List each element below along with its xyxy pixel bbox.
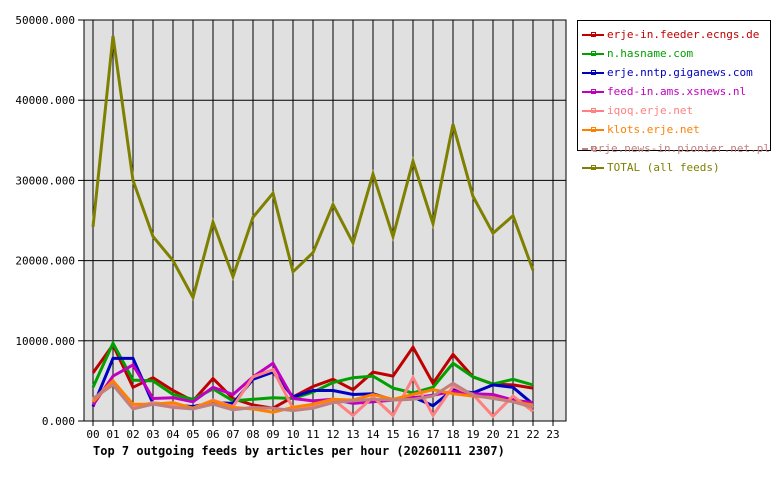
legend-label: TOTAL (all feeds) (607, 161, 720, 174)
grid-lines (84, 19, 566, 422)
x-tick-label: 14 (366, 428, 380, 441)
legend: erje-in.feeder.ecngs.de n.hasname.com erje… (577, 20, 771, 174)
x-tick-label: 17 (426, 428, 439, 441)
legend-item: TOTAL (all feeds) (578, 158, 770, 177)
legend-item: erje-in.feeder.ecngs.de (578, 25, 770, 44)
x-tick-label: 09 (266, 428, 279, 441)
legend-swatch-icon (582, 164, 604, 170)
legend-swatch-icon (582, 126, 604, 132)
x-tick-label: 10 (286, 428, 299, 441)
x-tick-label: 08 (246, 428, 259, 441)
y-tick-label: 50000.000 (15, 14, 75, 27)
x-tick-label: 05 (186, 428, 199, 441)
y-tick-label: 20000.000 (15, 255, 75, 268)
x-axis: 00 01 02 03 04 05 06 07 08 09 10 11 12 13 14 15 16 17 18 19… (86, 421, 560, 441)
x-tick-label: 16 (406, 428, 419, 441)
legend-label: erje.news-in.pionier.net.pl (591, 142, 770, 155)
y-tick-label: 40000.000 (15, 94, 75, 107)
legend-swatch-icon (582, 107, 604, 113)
legend-swatch-icon (582, 69, 604, 75)
x-tick-label: 04 (166, 428, 180, 441)
legend-swatch-icon (582, 50, 604, 56)
x-tick-label: 13 (346, 428, 359, 441)
legend-item: iqoq.erje.net (578, 101, 770, 120)
series-line (92, 381, 534, 413)
chart-title: Top 7 outgoing feeds by articles per hou… (93, 444, 505, 458)
y-tick-label: 10000.000 (15, 335, 75, 348)
x-tick-label: 06 (206, 428, 219, 441)
y-tick-label: 0.000 (42, 415, 75, 428)
legend-item: erje.news-in.pionier.net.pl (578, 139, 770, 158)
legend-swatch-icon (582, 31, 604, 37)
x-tick-label: 18 (446, 428, 459, 441)
x-tick-label: 20 (486, 428, 499, 441)
x-tick-label: 01 (106, 428, 119, 441)
x-tick-label: 19 (466, 428, 479, 441)
legend-label: klots.erje.net (607, 123, 700, 136)
series-line (91, 341, 534, 410)
x-tick-label: 07 (226, 428, 239, 441)
legend-label: n.hasname.com (607, 47, 694, 60)
legend-swatch-icon (582, 145, 597, 151)
x-tick-label: 22 (526, 428, 539, 441)
legend-label: erje.nntp.giganews.com (607, 66, 753, 79)
legend-label: iqoq.erje.net (607, 104, 694, 117)
legend-swatch-icon (582, 88, 604, 94)
legend-item: erje.nntp.giganews.com (578, 63, 770, 82)
x-tick-label: 23 (546, 428, 559, 441)
y-axis: 0.000 10000.000 20000.000 30000.000 40000.00… (15, 14, 84, 428)
x-tick-label: 21 (506, 428, 519, 441)
x-tick-label: 11 (306, 428, 319, 441)
x-tick-label: 12 (326, 428, 339, 441)
legend-label: feed-in.ams.xsnews.nl (607, 85, 747, 98)
legend-item: n.hasname.com (578, 44, 770, 63)
legend-item: feed-in.ams.xsnews.nl (578, 82, 770, 101)
series-line (91, 361, 534, 406)
series-lines (91, 35, 535, 419)
legend-item: klots.erje.net (578, 120, 770, 139)
series-line (91, 35, 535, 302)
x-tick-label: 03 (146, 428, 159, 441)
x-tick-label: 02 (126, 428, 139, 441)
series-line (91, 378, 534, 414)
x-tick-label: 00 (86, 428, 99, 441)
legend-label: erje-in.feeder.ecngs.de (607, 28, 760, 41)
series-line (91, 339, 534, 403)
x-tick-label: 15 (386, 428, 399, 441)
y-tick-label: 30000.000 (15, 174, 75, 187)
